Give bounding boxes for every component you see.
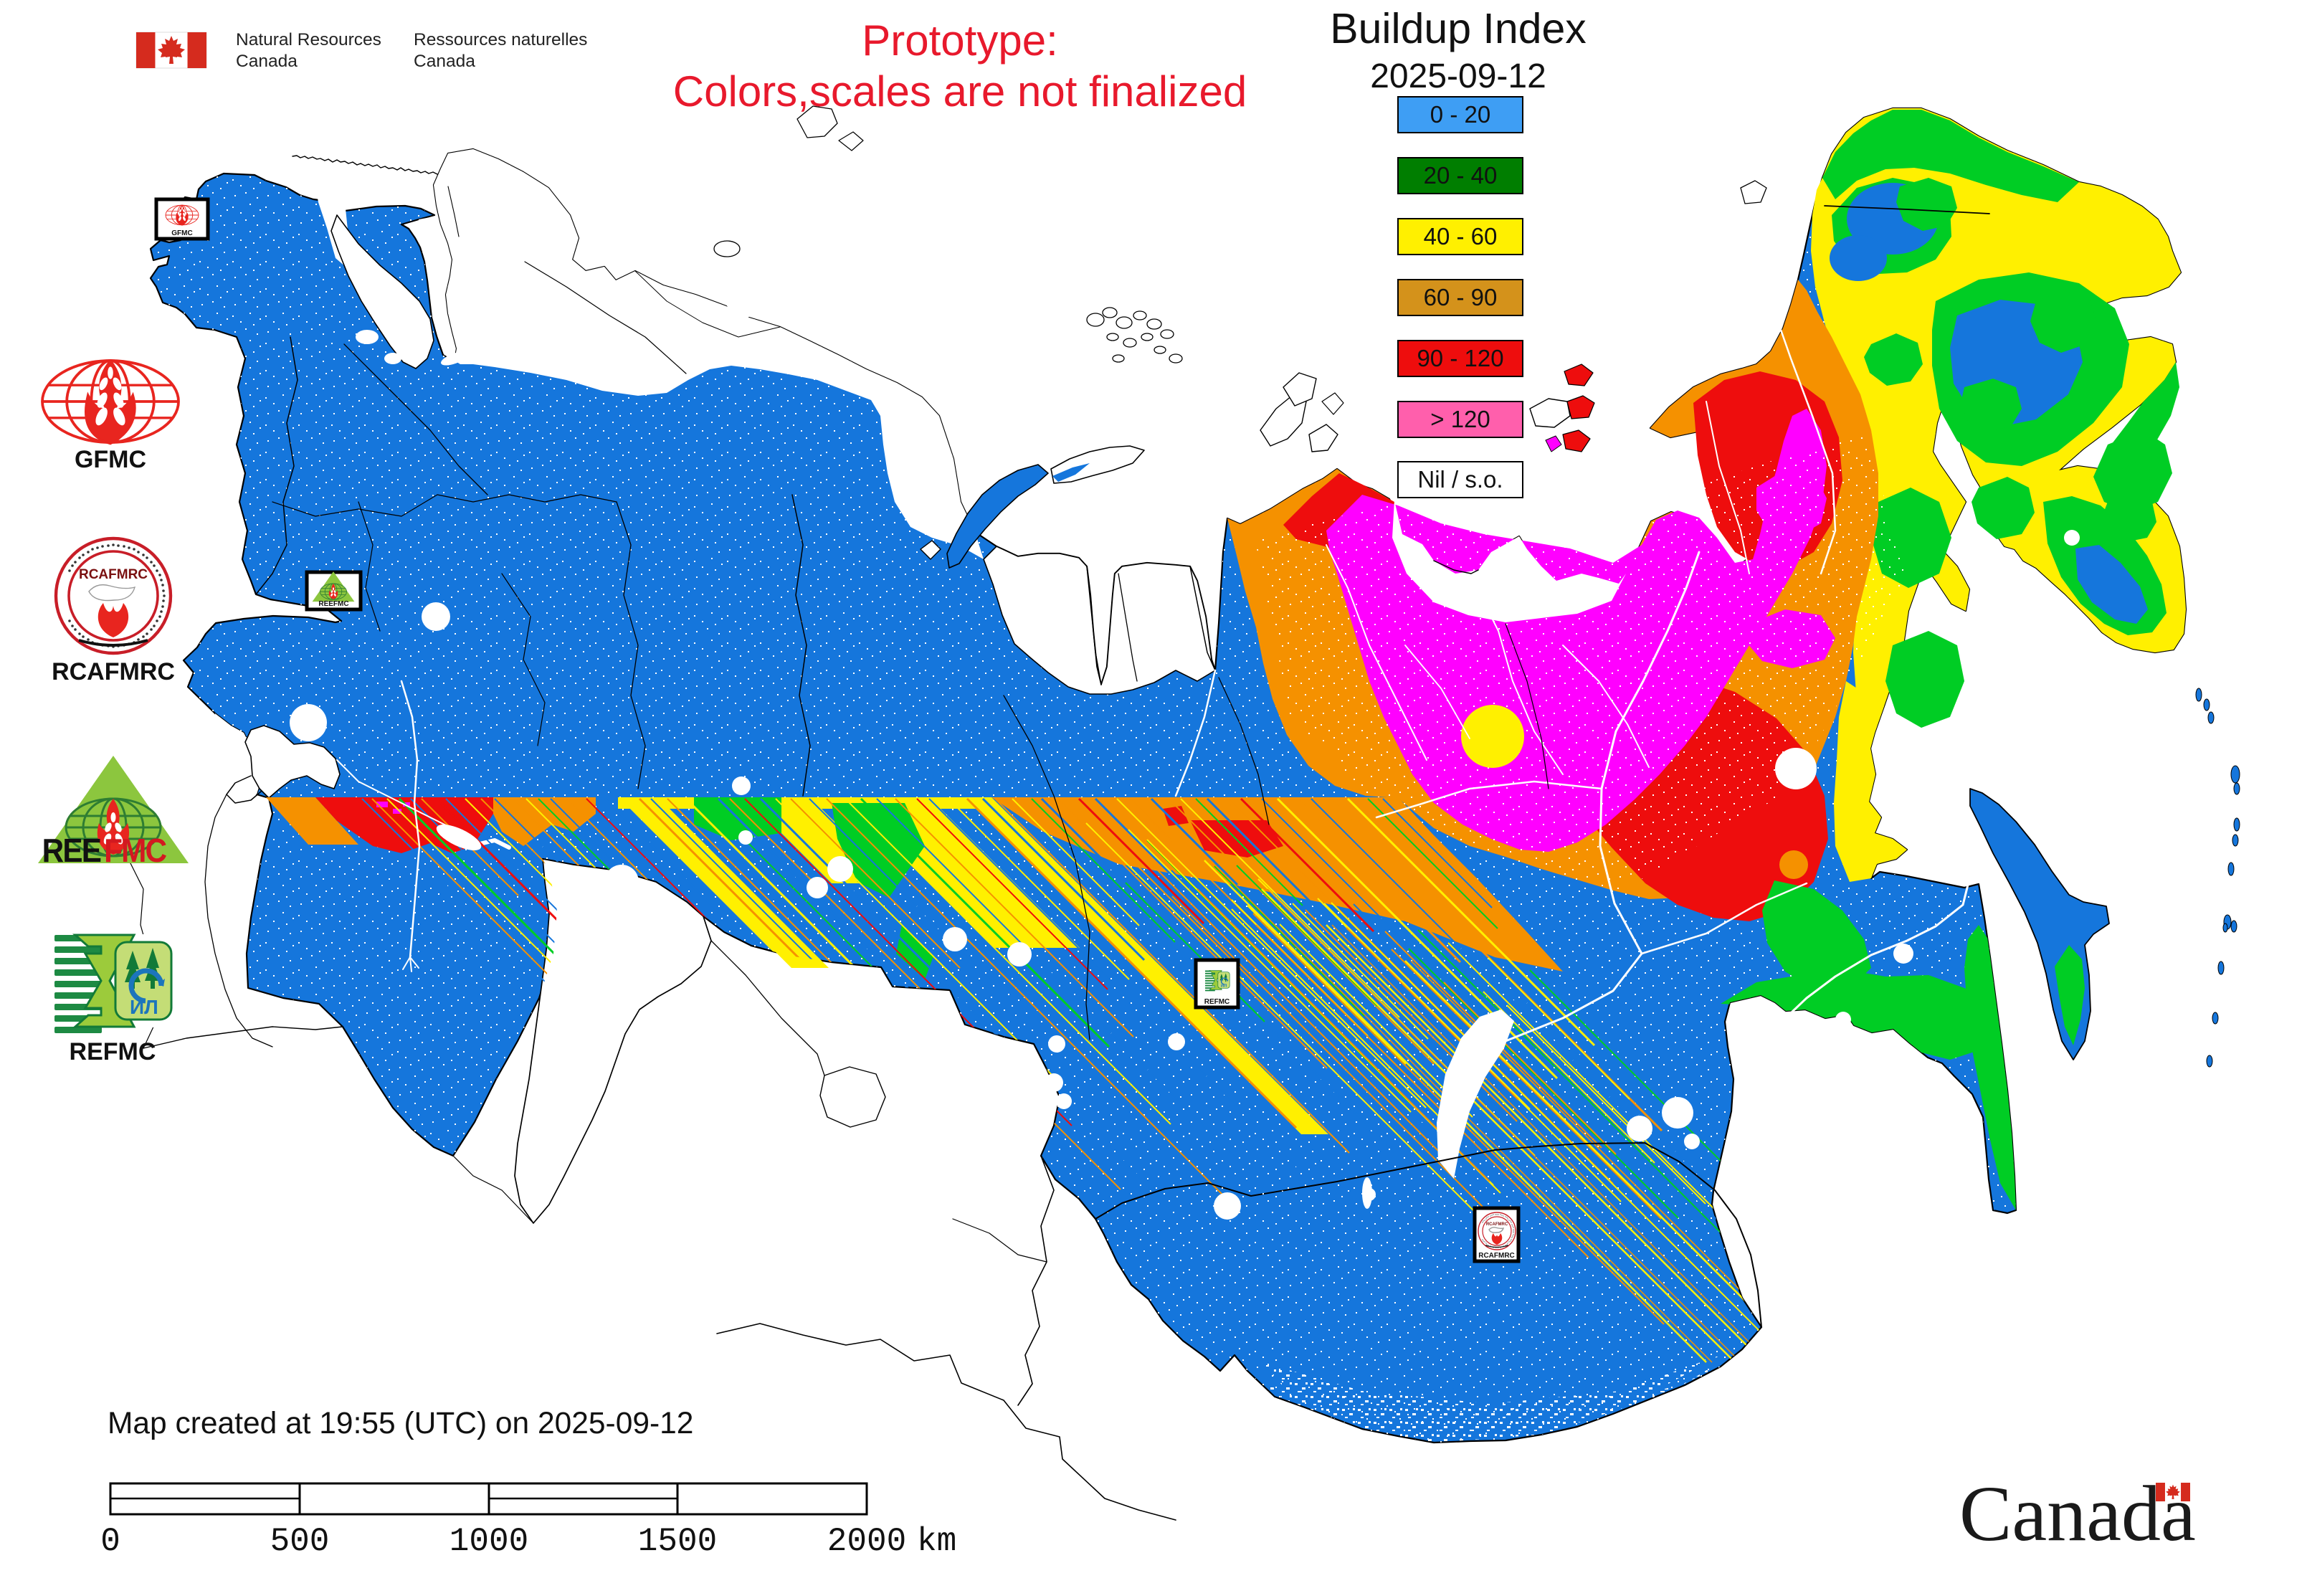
svg-text:ИЛ: ИЛ [1221, 984, 1227, 989]
svg-text:2025-09-12: 2025-09-12 [1370, 57, 1546, 95]
svg-text:2000: 2000 [827, 1523, 906, 1560]
svg-text:40 - 60: 40 - 60 [1424, 223, 1498, 250]
svg-text:1000: 1000 [450, 1523, 528, 1560]
svg-text:0 - 20: 0 - 20 [1430, 101, 1490, 128]
svg-text:km: km [917, 1523, 956, 1560]
svg-text:Canada: Canada [414, 52, 475, 71]
svg-text:RCAFMRC: RCAFMRC [52, 658, 175, 685]
svg-text:Nil / s.o.: Nil / s.o. [1417, 466, 1503, 493]
svg-text:RCAFMRC: RCAFMRC [79, 567, 148, 582]
svg-text:Canada: Canada [236, 52, 298, 71]
svg-text:GFMC: GFMC [75, 446, 146, 473]
svg-text:Buildup Index: Buildup Index [1330, 5, 1587, 52]
svg-text:90 - 120: 90 - 120 [1417, 345, 1503, 371]
svg-text:500: 500 [270, 1523, 330, 1560]
svg-text:GFMC: GFMC [171, 229, 192, 237]
svg-text:60 - 90: 60 - 90 [1424, 284, 1498, 310]
svg-text:0: 0 [100, 1523, 120, 1560]
svg-text:Ressources naturelles: Ressources naturelles [414, 30, 587, 49]
svg-text:Prototype:: Prototype: [862, 16, 1058, 65]
svg-text:REEFMC: REEFMC [318, 600, 348, 608]
svg-text:RCAFMRC: RCAFMRC [1478, 1252, 1515, 1260]
svg-text:Colors,scales are not finalize: Colors,scales are not finalized [673, 67, 1247, 115]
svg-text:REE: REE [42, 832, 101, 869]
svg-text:REFMC: REFMC [1204, 998, 1230, 1006]
svg-text:Natural Resources: Natural Resources [236, 30, 381, 49]
svg-text:ИЛ: ИЛ [130, 996, 158, 1018]
svg-text:1500: 1500 [638, 1523, 717, 1560]
svg-text:20 - 40: 20 - 40 [1424, 162, 1498, 189]
svg-text:RCAFMRC: RCAFMRC [1486, 1222, 1508, 1227]
svg-text:Map created at 19:55 (UTC) on: Map created at 19:55 (UTC) on 2025-09-12 [108, 1407, 693, 1440]
svg-text:FMC: FMC [104, 832, 166, 869]
svg-text:REFMC: REFMC [70, 1038, 156, 1065]
svg-text:> 120: > 120 [1430, 406, 1490, 432]
